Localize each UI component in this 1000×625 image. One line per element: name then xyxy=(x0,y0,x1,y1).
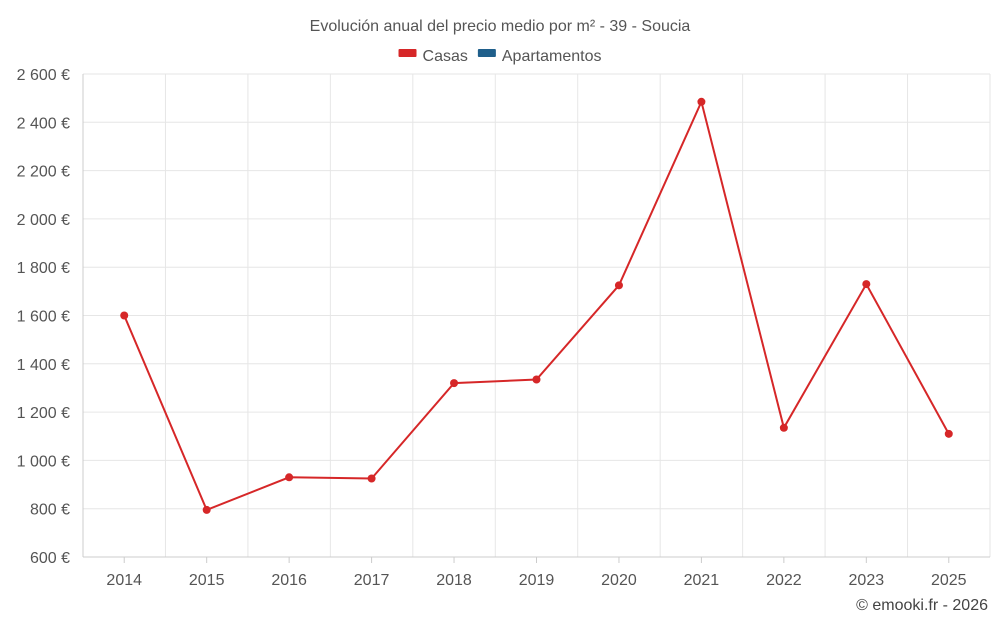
legend-swatch xyxy=(398,49,417,57)
data-point-2022[interactable] xyxy=(779,423,788,432)
chart-title: Evolución anual del precio medio por m² … xyxy=(310,18,691,35)
x-tick-label: 2020 xyxy=(601,572,637,589)
y-tick-label: 1 800 € xyxy=(17,260,70,277)
x-tick-label: 2022 xyxy=(766,572,802,589)
x-tick-label: 2017 xyxy=(354,572,390,589)
data-point-2018[interactable] xyxy=(450,379,459,388)
x-axis: 2014 2015 2016 2017 2018 2019 2020 2021 2022 2023… xyxy=(106,557,967,589)
x-tick-label: 2025 xyxy=(931,572,967,589)
grid xyxy=(82,73,991,558)
series xyxy=(120,97,953,514)
legend-label: Casas xyxy=(423,48,468,65)
y-axis: 600 € 800 € 1 000 € 1 200 € 1 400 € 1 600 € 1 … xyxy=(17,67,70,567)
data-point-2016[interactable] xyxy=(285,473,294,482)
x-tick-label: 2021 xyxy=(684,572,720,589)
data-point-2019[interactable] xyxy=(532,375,541,384)
y-tick-label: 2 200 € xyxy=(17,164,70,181)
data-point-2023[interactable] xyxy=(862,280,871,289)
data-point-2020[interactable] xyxy=(614,281,623,290)
credit-text: © emooki.fr - 2026 xyxy=(856,597,988,614)
y-tick-label: 800 € xyxy=(30,502,70,519)
legend-label: Apartamentos xyxy=(502,48,602,65)
y-tick-label: 600 € xyxy=(30,550,70,567)
data-point-2014[interactable] xyxy=(120,311,129,320)
y-tick-label: 1 000 € xyxy=(17,453,70,470)
data-point-2021[interactable] xyxy=(697,97,706,106)
legend-swatch xyxy=(477,49,496,57)
x-tick-label: 2023 xyxy=(849,572,885,589)
x-tick-label: 2014 xyxy=(106,572,142,589)
data-point-2015[interactable] xyxy=(202,505,211,514)
y-tick-label: 2 000 € xyxy=(17,212,70,229)
x-tick-label: 2018 xyxy=(436,572,472,589)
x-tick-label: 2016 xyxy=(271,572,307,589)
data-point-2025[interactable] xyxy=(944,429,953,438)
legend-item-apartamentos[interactable]: Apartamentos xyxy=(477,48,602,65)
y-tick-label: 1 400 € xyxy=(17,357,70,374)
y-tick-label: 1 200 € xyxy=(17,405,70,422)
y-tick-label: 1 600 € xyxy=(17,309,70,326)
x-tick-label: 2015 xyxy=(189,572,225,589)
legend: Casas Apartamentos xyxy=(398,48,602,65)
y-tick-label: 2 400 € xyxy=(17,115,70,132)
legend-item-casas[interactable]: Casas xyxy=(398,48,468,65)
x-tick-label: 2019 xyxy=(519,572,555,589)
data-point-2017[interactable] xyxy=(367,474,376,483)
y-tick-label: 2 600 € xyxy=(17,67,70,84)
